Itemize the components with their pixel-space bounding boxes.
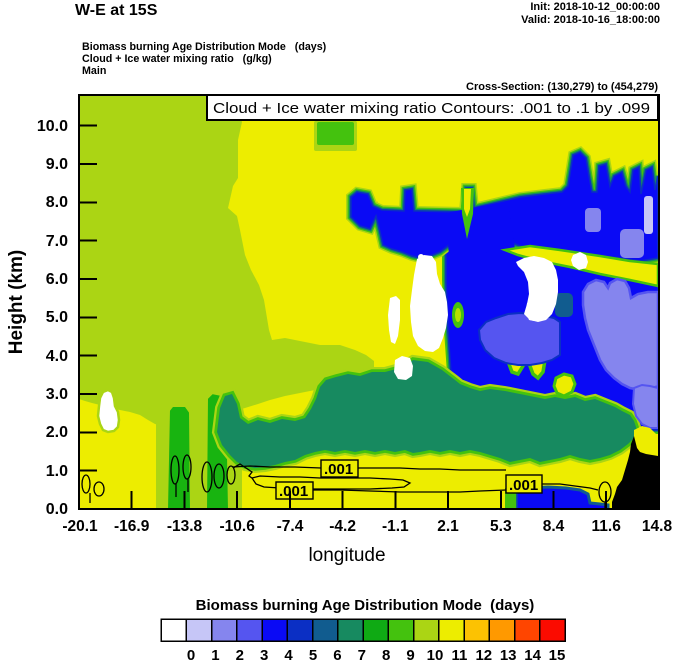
svg-text:14: 14 [524, 647, 541, 664]
svg-text:1.0: 1.0 [46, 463, 68, 480]
svg-text:7: 7 [358, 647, 366, 664]
svg-text:4.0: 4.0 [46, 348, 68, 365]
svg-text:6.0: 6.0 [46, 271, 68, 288]
svg-text:2: 2 [236, 647, 244, 664]
svg-text:-20.1: -20.1 [62, 518, 98, 535]
svg-text:-1.1: -1.1 [382, 518, 409, 535]
svg-text:-10.6: -10.6 [220, 518, 256, 535]
svg-text:5.0: 5.0 [46, 309, 68, 326]
svg-text:.001: .001 [324, 461, 353, 478]
svg-text:9.0: 9.0 [46, 156, 68, 173]
svg-text:12: 12 [475, 647, 492, 664]
svg-text:4: 4 [284, 647, 293, 664]
svg-text:11: 11 [451, 647, 467, 664]
svg-text:8: 8 [382, 647, 390, 664]
svg-text:-4.2: -4.2 [329, 518, 356, 535]
svg-text:5.3: 5.3 [490, 518, 512, 535]
svg-text:3.0: 3.0 [46, 386, 68, 403]
svg-text:0: 0 [187, 647, 195, 664]
svg-text:-16.9: -16.9 [114, 518, 150, 535]
svg-text:11.6: 11.6 [592, 518, 622, 535]
svg-text:.001: .001 [279, 483, 308, 500]
svg-text:.001: .001 [509, 477, 538, 494]
svg-text:7.0: 7.0 [46, 233, 68, 250]
svg-text:8.4: 8.4 [543, 518, 565, 535]
svg-text:13: 13 [500, 647, 517, 664]
svg-text:1: 1 [211, 647, 219, 664]
svg-text:10: 10 [427, 647, 444, 664]
svg-text:longitude: longitude [308, 545, 385, 566]
svg-text:Cloud + Ice water mixing ratio: Cloud + Ice water mixing ratio Contours:… [213, 100, 650, 117]
svg-text:6: 6 [333, 647, 341, 664]
svg-text:-13.8: -13.8 [167, 518, 203, 535]
svg-text:3: 3 [260, 647, 268, 664]
svg-text:2.0: 2.0 [46, 424, 68, 441]
svg-text:5: 5 [309, 647, 317, 664]
svg-text:8.0: 8.0 [46, 194, 68, 211]
svg-text:-7.4: -7.4 [277, 518, 304, 535]
svg-text:9: 9 [406, 647, 414, 664]
svg-text:2.1: 2.1 [437, 518, 459, 535]
svg-text:10.0: 10.0 [37, 118, 68, 135]
svg-text:14.8: 14.8 [642, 518, 673, 535]
svg-text:Height (km): Height (km) [6, 250, 27, 355]
svg-text:Biomass burning Age Distributi: Biomass burning Age Distribution Mode (d… [196, 597, 535, 614]
svg-text:0.0: 0.0 [46, 501, 68, 518]
svg-text:15: 15 [549, 647, 566, 664]
